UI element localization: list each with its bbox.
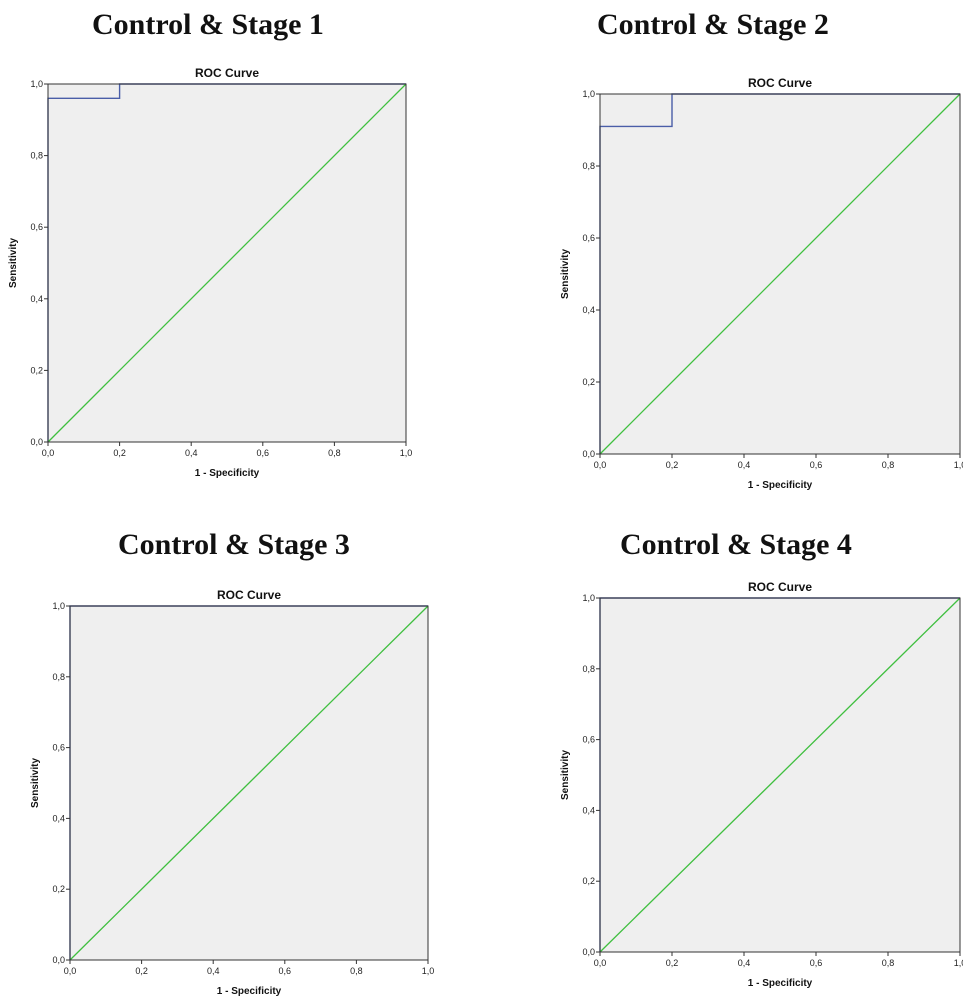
x-tick-label: 0,2 bbox=[666, 460, 679, 470]
y-tick-label: 0,4 bbox=[582, 805, 595, 815]
y-tick-label: 0,4 bbox=[52, 813, 65, 823]
y-tick-label: 1,0 bbox=[30, 79, 43, 89]
y-axis-title: Sensitivity bbox=[30, 758, 41, 808]
chart-title: ROC Curve bbox=[748, 580, 812, 594]
chart-title: ROC Curve bbox=[217, 588, 281, 602]
y-tick-label: 0,8 bbox=[30, 151, 43, 161]
plot-frame bbox=[599, 93, 961, 455]
reference-diagonal-line bbox=[69, 605, 429, 961]
roc-chart-stage-3: ROC Curve 0,0 0,2 0,4 0,6 0,8 1,0 0,0 0,2 0,4 0,6 0… bbox=[30, 588, 435, 997]
x-tick-label: 0,2 bbox=[113, 448, 126, 458]
plot-frame bbox=[47, 83, 407, 443]
y-tick-label: 0,0 bbox=[582, 947, 595, 957]
panel-1-heading: Control & Stage 1 bbox=[92, 8, 324, 41]
x-tick-label: 0,6 bbox=[810, 958, 823, 968]
roc-chart-stage-1: ROC Curve 0,0 0,2 0,4 0,6 0,8 1,0 0,0 0,2 0,4 0,6 0… bbox=[8, 66, 413, 479]
y-tick-label: 0,6 bbox=[582, 735, 595, 745]
y-tick-label: 0,0 bbox=[52, 955, 65, 965]
y-tick-label: 0,8 bbox=[582, 664, 595, 674]
x-tick-label: 0,4 bbox=[738, 958, 751, 968]
reference-diagonal-line bbox=[47, 83, 407, 443]
x-tick-label: 0,8 bbox=[350, 966, 363, 976]
x-tick-label: 0,2 bbox=[666, 958, 679, 968]
y-tick-label: 1,0 bbox=[582, 89, 595, 99]
y-tick-label: 1,0 bbox=[582, 593, 595, 603]
x-tick-label: 0,6 bbox=[257, 448, 270, 458]
reference-diagonal-line bbox=[599, 93, 961, 455]
plot-frame bbox=[69, 605, 429, 961]
x-tick-label: 1,0 bbox=[400, 448, 413, 458]
x-tick-label: 0,0 bbox=[594, 958, 607, 968]
y-axis-title: Sensitivity bbox=[560, 750, 571, 800]
x-tick-label: 0,0 bbox=[64, 966, 77, 976]
reference-diagonal-line bbox=[599, 597, 961, 953]
y-tick-label: 0,8 bbox=[52, 672, 65, 682]
x-axis-title: 1 - Specificity bbox=[217, 986, 282, 997]
y-tick-label: 0,2 bbox=[30, 365, 43, 375]
x-tick-label: 0,8 bbox=[882, 460, 895, 470]
y-tick-label: 0,4 bbox=[582, 305, 595, 315]
roc-chart-stage-4: ROC Curve 0,0 0,2 0,4 0,6 0,8 1,0 0,0 0,2 0,4 0,6 0… bbox=[560, 580, 963, 989]
x-tick-label: 0,8 bbox=[328, 448, 341, 458]
x-tick-label: 0,8 bbox=[882, 958, 895, 968]
x-tick-label: 0,4 bbox=[185, 448, 198, 458]
panel-3-heading: Control & Stage 3 bbox=[118, 528, 350, 561]
y-tick-label: 0,8 bbox=[582, 161, 595, 171]
x-tick-label: 0,0 bbox=[42, 448, 55, 458]
y-tick-label: 0,0 bbox=[582, 449, 595, 459]
y-tick-label: 0,2 bbox=[52, 884, 65, 894]
panel-4-heading: Control & Stage 4 bbox=[620, 528, 852, 561]
y-tick-label: 0,2 bbox=[582, 377, 595, 387]
panel-2-heading: Control & Stage 2 bbox=[597, 8, 829, 41]
x-tick-label: 0,0 bbox=[594, 460, 607, 470]
y-tick-label: 0,4 bbox=[30, 294, 43, 304]
x-tick-label: 0,4 bbox=[738, 460, 751, 470]
x-tick-label: 0,4 bbox=[207, 966, 220, 976]
roc-chart-stage-2: ROC Curve 0,0 0,2 0,4 0,6 0,8 1,0 0,0 0,2 0,4 0,6 0… bbox=[560, 76, 963, 491]
chart-title: ROC Curve bbox=[195, 66, 259, 80]
y-axis-title: Sensitivity bbox=[8, 238, 19, 288]
x-axis-title: 1 - Specificity bbox=[748, 978, 813, 989]
x-tick-label: 0,6 bbox=[810, 460, 823, 470]
y-tick-label: 0,6 bbox=[52, 743, 65, 753]
chart-title: ROC Curve bbox=[748, 76, 812, 90]
x-tick-label: 1,0 bbox=[422, 966, 435, 976]
x-tick-label: 0,6 bbox=[279, 966, 292, 976]
y-tick-label: 0,6 bbox=[30, 222, 43, 232]
y-tick-label: 1,0 bbox=[52, 601, 65, 611]
x-tick-label: 1,0 bbox=[954, 460, 963, 470]
y-tick-label: 0,6 bbox=[582, 233, 595, 243]
y-tick-label: 0,2 bbox=[582, 876, 595, 886]
x-tick-label: 0,2 bbox=[135, 966, 148, 976]
x-axis-title: 1 - Specificity bbox=[748, 480, 813, 491]
y-axis-title: Sensitivity bbox=[560, 249, 571, 299]
x-axis-title: 1 - Specificity bbox=[195, 468, 260, 479]
y-tick-label: 0,0 bbox=[30, 437, 43, 447]
plot-frame bbox=[599, 597, 961, 953]
x-tick-label: 1,0 bbox=[954, 958, 963, 968]
